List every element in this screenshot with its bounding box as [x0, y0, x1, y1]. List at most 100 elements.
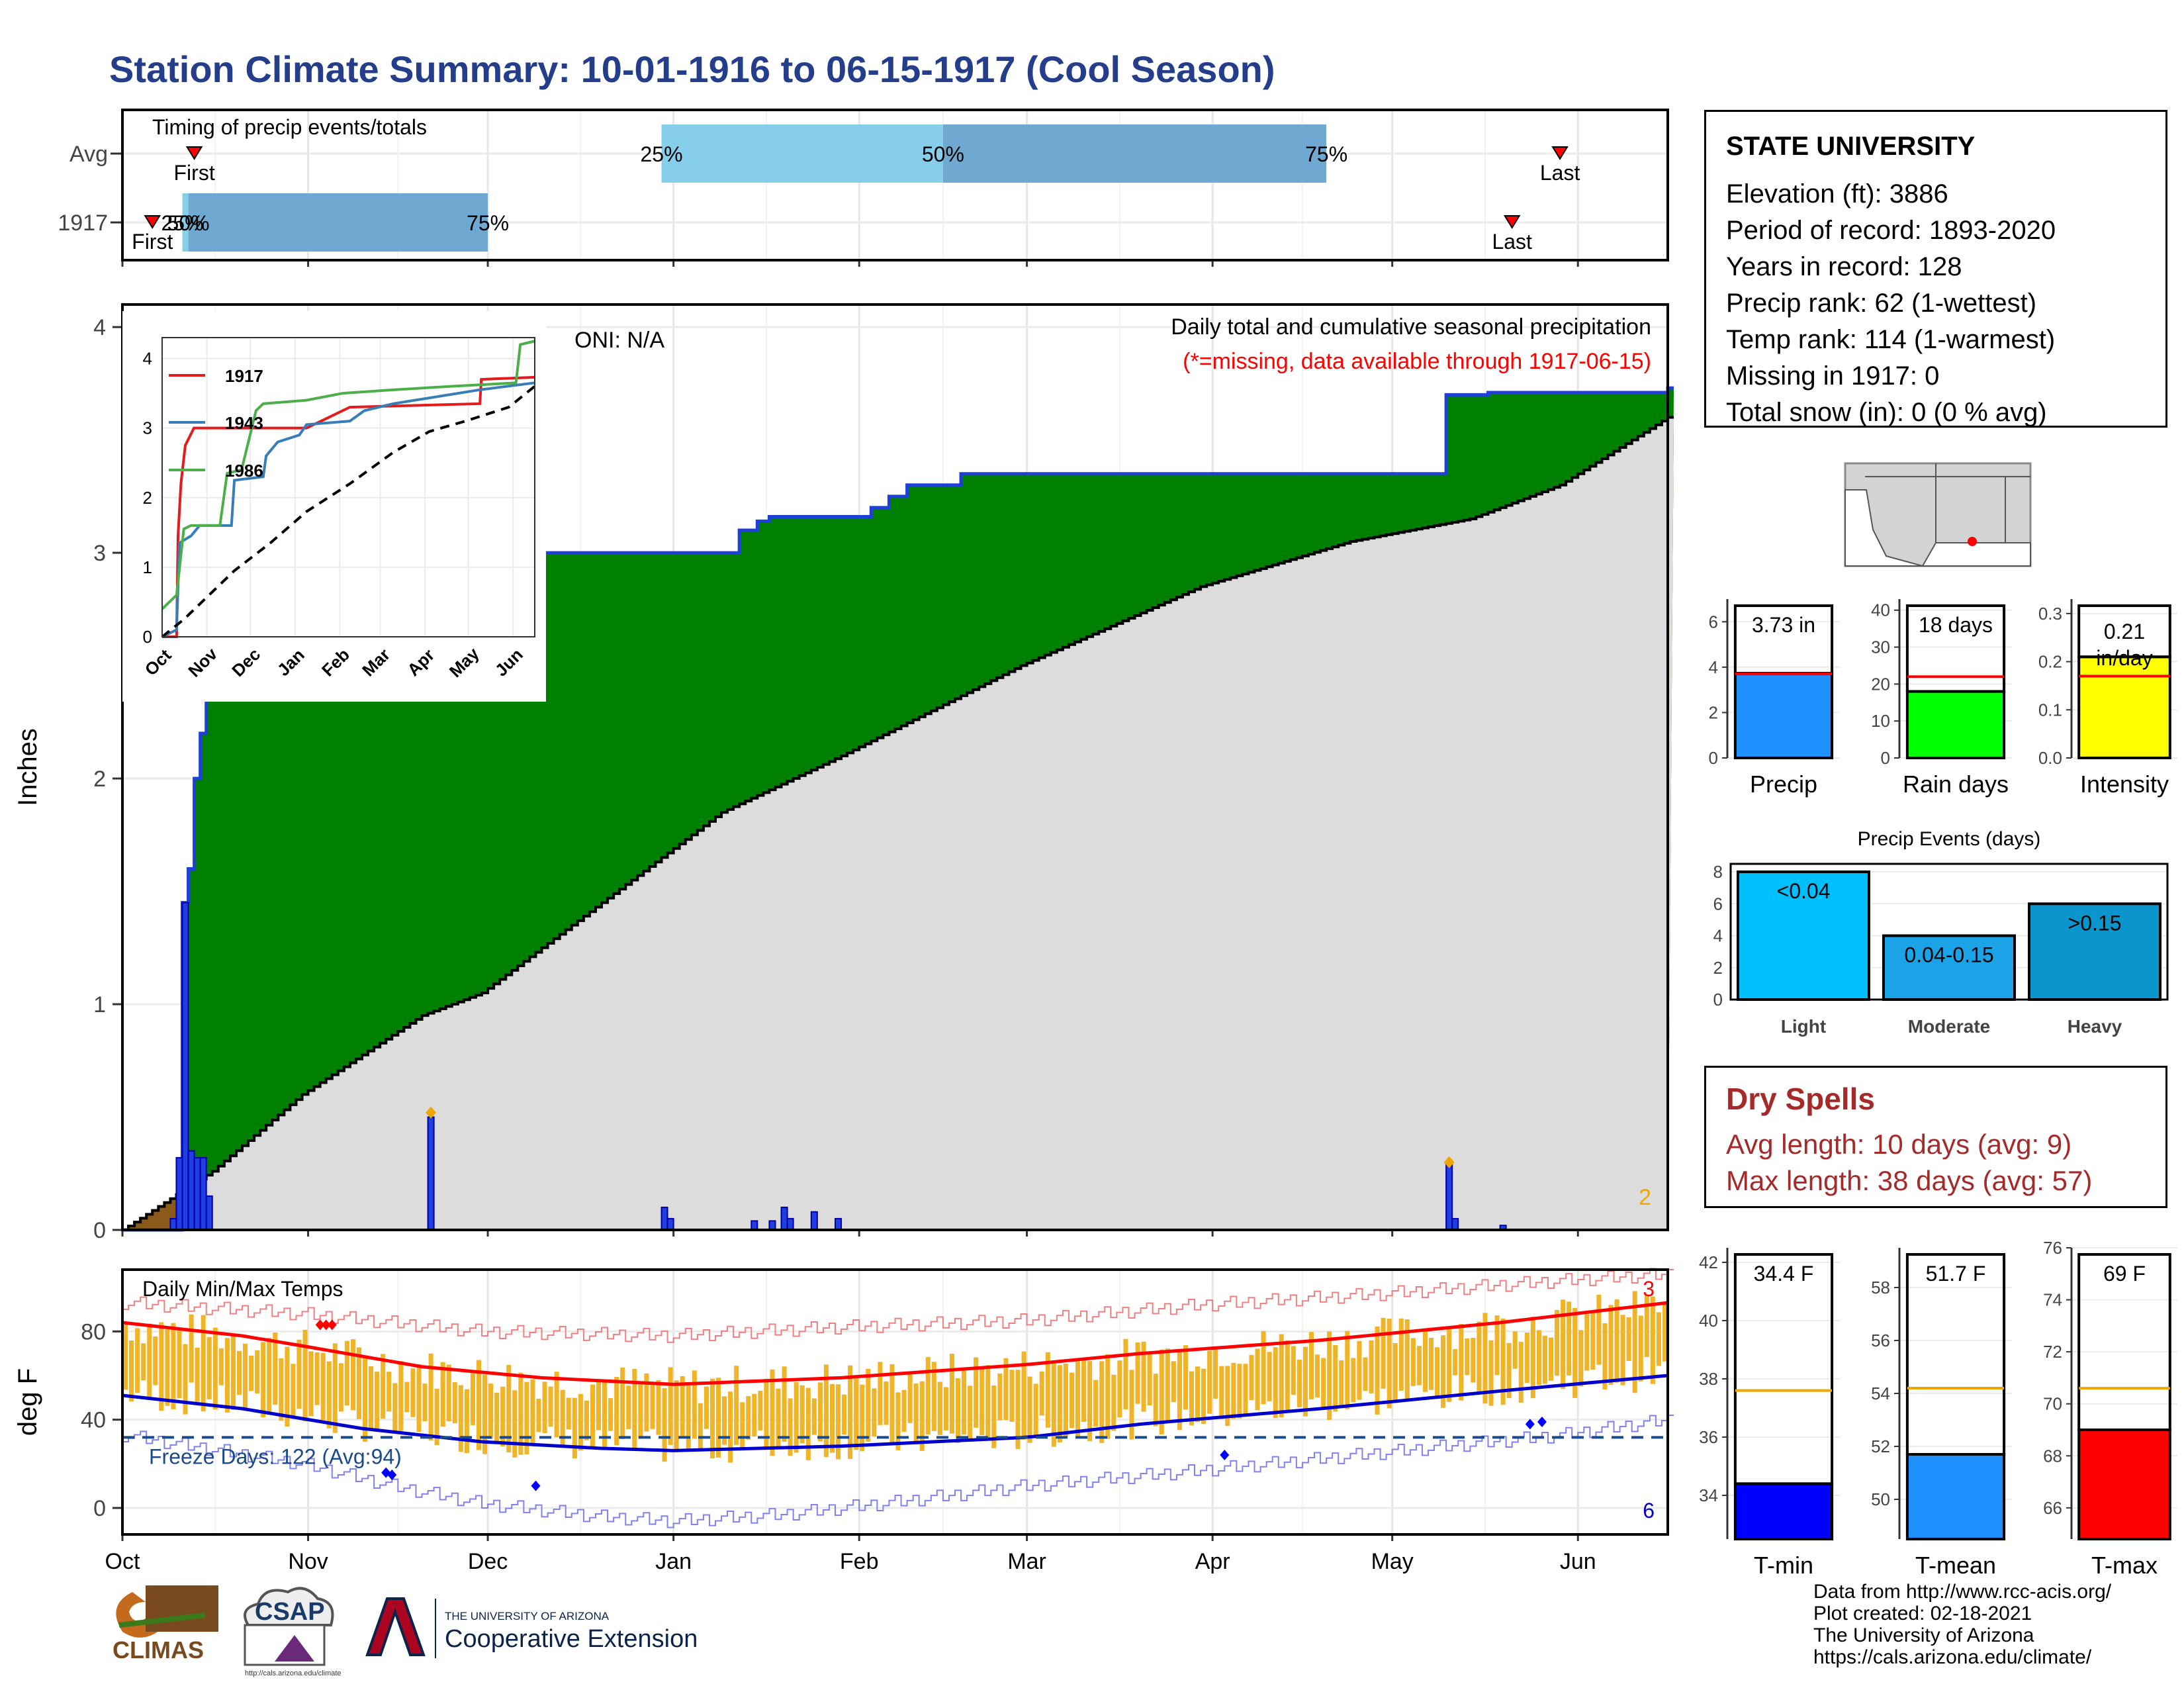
temp-frame [121, 1268, 1669, 1536]
daily-temp-bar [1567, 1301, 1572, 1376]
daily-temp-bar [171, 1323, 176, 1409]
daily-temp-bar [1656, 1312, 1661, 1366]
daily-temp-bar [470, 1372, 475, 1426]
credit-line: Data from http://www.rcc-acis.org/ [1813, 1581, 2112, 1603]
daily-temp-bar [153, 1336, 158, 1385]
daily-temp-bar [212, 1327, 218, 1410]
daily-temp-bar [782, 1366, 787, 1442]
summary-y-tick-label: 66 [2043, 1498, 2062, 1518]
daily-temp-bar [1555, 1310, 1560, 1376]
daily-temp-bar [1302, 1346, 1308, 1417]
daily-temp-bar [422, 1383, 428, 1422]
summary-y-tick-label: 58 [1871, 1278, 1890, 1297]
x-tick-label: Dec [468, 1549, 508, 1574]
summary-chart-t-max: 66 68 70 72 74 76 69 F T-max [2043, 1238, 2177, 1579]
daily-temp-bar [644, 1373, 649, 1432]
info-temp-rank: Temp rank: 114 (1-warmest) [1726, 325, 2056, 354]
daily-precip-bar [427, 1116, 435, 1231]
daily-temp-bar [817, 1382, 823, 1442]
daily-temp-bar [829, 1383, 835, 1453]
events-y-tick-label: 0 [1713, 990, 1723, 1009]
daily-temp-bar [956, 1378, 961, 1443]
summary-bar [1905, 1453, 2006, 1540]
daily-precip-bar [1451, 1217, 1459, 1231]
daily-precip-high-marker [1443, 1156, 1455, 1168]
daily-temp-bar [350, 1339, 355, 1411]
daily-temp-bar [848, 1365, 853, 1460]
daily-temp-bar [674, 1380, 679, 1451]
events-y-tick-label: 4 [1713, 926, 1723, 946]
summary-y-tick-label: 6 [1709, 612, 1718, 632]
events-x-label: Moderate [1908, 1016, 1990, 1037]
inset-y-tick-label: 2 [143, 488, 152, 508]
daily-precip-bar [660, 1206, 668, 1231]
timing-first-label: First [174, 161, 215, 185]
summary-xlabel: Precip [1750, 771, 1817, 798]
timing-bar-q25-q50 [182, 193, 189, 252]
info-snow: Total snow (in): 0 (0 % avg) [1726, 398, 2047, 427]
daily-temp-bar [1009, 1370, 1015, 1422]
summary-bar [1733, 1482, 1834, 1540]
daily-temp-bar [578, 1393, 583, 1451]
summary-y-tick-label: 72 [2043, 1342, 2062, 1362]
summary-bar-frame [2077, 1253, 2171, 1431]
daily-temp-bar [656, 1380, 661, 1435]
summary-y-tick-label: 50 [1871, 1489, 1890, 1509]
y-tick-label: 3 [93, 541, 106, 566]
csap-text: CSAP [255, 1598, 325, 1626]
summary-y-tick-label: 30 [1871, 637, 1890, 657]
daily-temp-bar [962, 1369, 967, 1435]
inset-series-line [161, 340, 535, 610]
y-tick-label: 80 [81, 1319, 106, 1344]
daily-temp-bar [968, 1385, 973, 1441]
y-tick-label: 0 [93, 1218, 106, 1243]
temp-bg [122, 1270, 1668, 1534]
daily-precip-high-marker [426, 1106, 437, 1119]
record-low-marker [1537, 1417, 1547, 1427]
daily-temp-bar [1129, 1370, 1134, 1440]
daily-temp-bar [404, 1382, 410, 1413]
daily-temp-bar [991, 1385, 997, 1448]
timing-q75-label: 75% [1305, 142, 1347, 166]
station-marker [1968, 537, 1977, 546]
daily-temp-bar [614, 1377, 619, 1446]
daily-temp-bar [758, 1391, 763, 1430]
daily-temp-bar [1243, 1364, 1248, 1415]
info-period: Period of record: 1893-2020 [1726, 216, 2056, 245]
daily-temp-bar [1471, 1338, 1476, 1383]
daily-temp-bar [1632, 1291, 1637, 1393]
daily-temp-bar [296, 1339, 302, 1409]
daily-temp-bar [1608, 1305, 1614, 1385]
daily-temp-bar [434, 1388, 439, 1446]
daily-temp-bar [1506, 1342, 1512, 1399]
x-tick-label: Jun [1560, 1549, 1596, 1574]
daily-temp-bar [512, 1390, 518, 1458]
info-elevation: Elevation (ft): 3886 [1726, 179, 1948, 209]
daily-temp-bar [1279, 1334, 1284, 1418]
summary-bar [2077, 655, 2171, 759]
daily-temp-bar [805, 1387, 811, 1460]
summary-y-tick-label: 70 [2043, 1394, 2062, 1414]
summary-y-tick-label: 4 [1709, 657, 1718, 677]
daily-temp-bar [428, 1353, 433, 1441]
daily-temp-bar [715, 1378, 721, 1458]
summary-y-tick-label: 54 [1871, 1383, 1890, 1403]
daily-temp-bar [1201, 1368, 1206, 1425]
daily-temp-bar [392, 1383, 398, 1434]
timing-bar-q50-q75 [942, 124, 1327, 183]
record-high-marker [315, 1319, 325, 1331]
precip-panel-title: Daily total and cumulative seasonal prec… [1171, 314, 1651, 340]
summary-y-tick-label: 20 [1871, 674, 1890, 694]
daily-temp-bar [1219, 1366, 1224, 1419]
cumulative-avg-area [122, 417, 1674, 1230]
daily-temp-bar [218, 1348, 224, 1385]
daily-temp-bar [387, 1372, 392, 1412]
precip-events-title: Precip Events (days) [1858, 828, 2041, 850]
summary-y-tick-label: 0.1 [2038, 700, 2062, 720]
timing-q75-label: 75% [467, 211, 509, 235]
daily-temp-bar [1644, 1294, 1649, 1358]
climas-text: CLIMAS [113, 1636, 204, 1664]
daily-temp-bar [764, 1379, 769, 1449]
events-y-tick-label: 2 [1713, 958, 1723, 978]
